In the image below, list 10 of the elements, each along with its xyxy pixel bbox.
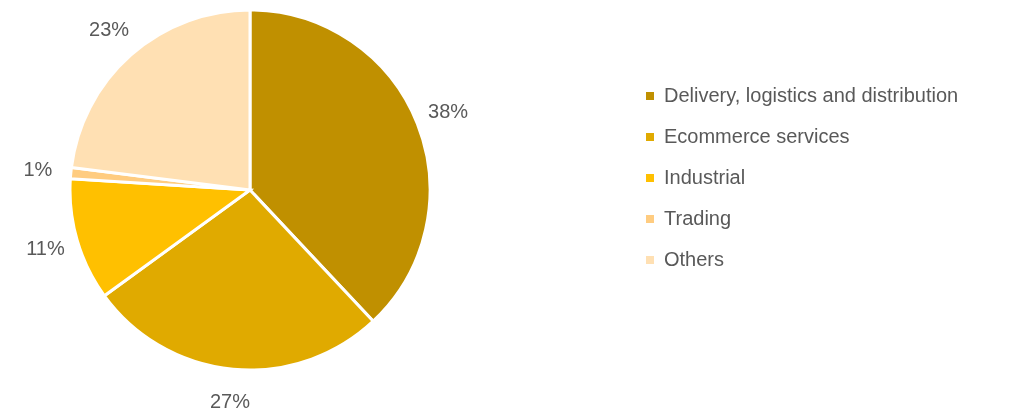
data-label: 23%: [89, 18, 130, 41]
legend-label: Industrial: [664, 166, 746, 188]
data-label: 27%: [209, 390, 251, 409]
data-label: 1%: [23, 157, 53, 180]
legend-label: Others: [664, 248, 725, 270]
legend-label: Delivery, logistics and distribution: [664, 84, 959, 106]
data-label: 11%: [26, 237, 65, 260]
data-label: 38%: [428, 99, 469, 122]
legend-label: Trading: [664, 207, 732, 229]
legend-label: Ecommerce services: [664, 125, 850, 147]
